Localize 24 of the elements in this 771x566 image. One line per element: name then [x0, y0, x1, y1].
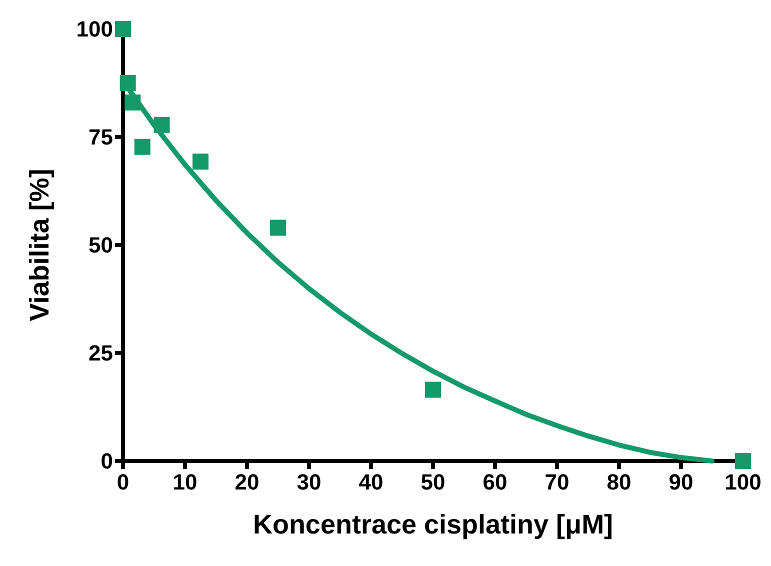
x-tick-label: 50	[420, 470, 446, 494]
point	[425, 382, 441, 398]
x-tick-label: 80	[606, 470, 632, 494]
x-tick-label: 10	[172, 470, 198, 494]
x-tick-label: 100	[724, 470, 762, 494]
point	[192, 154, 208, 170]
point	[115, 21, 131, 37]
y-tick-label: 25	[88, 340, 113, 366]
point	[735, 453, 751, 469]
x-tick-label: 60	[482, 470, 508, 494]
x-tick-label: 20	[234, 470, 260, 494]
x-tick-label: 0	[116, 470, 130, 494]
y-axis-title: Viabilita [%]	[24, 168, 54, 322]
y-tick-label: 50	[88, 232, 113, 258]
point	[270, 220, 286, 236]
y-tick-label: 100	[76, 16, 113, 42]
y-tick-label: 0	[100, 448, 113, 474]
x-tick-label: 70	[544, 470, 570, 494]
y-tick-label: 75	[88, 124, 113, 150]
x-tick-label: 90	[668, 470, 694, 494]
x-tick-label: 40	[358, 470, 384, 494]
point	[134, 138, 150, 155]
x-tick-label: 30	[296, 470, 322, 494]
x-axis-title: Koncentrace cisplatiny [μM]	[252, 510, 614, 540]
